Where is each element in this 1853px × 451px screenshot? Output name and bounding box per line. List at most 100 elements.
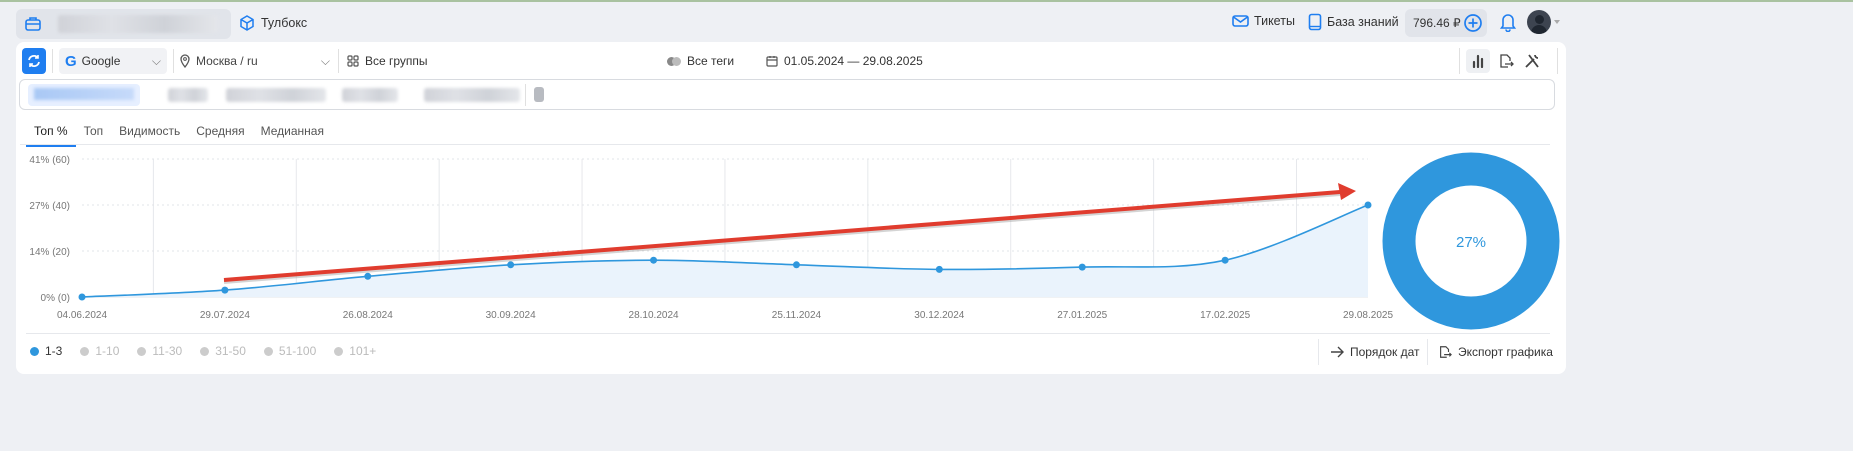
refresh-button[interactable]: [22, 48, 46, 74]
data-point: [221, 286, 229, 294]
legend-label: 1-10: [95, 344, 120, 358]
date-order-button[interactable]: Порядок дат: [1330, 345, 1420, 359]
file-export-icon: [1440, 346, 1452, 358]
series-area: [82, 205, 1368, 297]
x-tick-label: 25.11.2024: [772, 310, 822, 321]
knowledge-base-label: База знаний: [1327, 15, 1399, 29]
bell-icon[interactable]: [1499, 12, 1517, 32]
data-point: [1078, 263, 1086, 271]
add-funds-icon[interactable]: [1463, 13, 1483, 33]
tab-visibility[interactable]: Видимость: [119, 124, 181, 138]
balance-box: 796.46 ₽: [1405, 9, 1487, 37]
data-point: [650, 256, 658, 264]
chip[interactable]: [168, 88, 208, 102]
legend-item[interactable]: 1-10: [80, 344, 119, 358]
arrow-right-icon: [1331, 346, 1344, 358]
file-export-icon: [1500, 54, 1514, 68]
date-range-picker[interactable]: 01.05.2024 — 29.08.2025: [766, 54, 923, 68]
export-chart-label: Экспорт графика: [1458, 345, 1553, 359]
donut-label: 27%: [1456, 234, 1486, 251]
legend-label: 51-100: [278, 344, 317, 358]
x-tick-label: 28.10.2024: [629, 310, 679, 321]
tags-icon: [667, 56, 681, 66]
x-tick-label: 27.01.2025: [1057, 310, 1107, 321]
legend-item[interactable]: 101+: [334, 344, 376, 358]
legend-dot: [334, 346, 344, 356]
avatar[interactable]: [1527, 10, 1551, 34]
chip[interactable]: [424, 88, 520, 102]
legend-label: 1-3: [45, 344, 63, 358]
series-line: [81, 204, 1369, 298]
chip[interactable]: [342, 88, 398, 102]
legend-dot: [80, 346, 90, 356]
date-order-label: Порядок дат: [1350, 345, 1420, 359]
avatar-chevron-icon[interactable]: [1554, 20, 1560, 27]
y-tick-label: 27% (40): [29, 201, 70, 212]
tickets-label: Тикеты: [1254, 14, 1295, 28]
chip[interactable]: [226, 88, 326, 102]
y-tick-label: 41% (60): [29, 155, 70, 166]
legend-label: 101+: [349, 344, 377, 358]
cube-icon: [240, 15, 254, 31]
book-icon: [1308, 13, 1322, 31]
project-selector[interactable]: [16, 9, 231, 39]
data-point: [364, 272, 372, 280]
tickets-link[interactable]: Тикеты: [1232, 14, 1295, 28]
donut-chart: [1382, 152, 1560, 330]
trend-arrow: [223, 190, 1341, 282]
groups-value: Все группы: [365, 54, 428, 68]
legend: 1-3 1-10 11-30 31-50 51-100 101+: [30, 344, 376, 358]
tags-value: Все теги: [687, 54, 735, 68]
data-point: [78, 293, 86, 301]
knowledge-base-link[interactable]: База знаний: [1308, 13, 1399, 31]
date-range-value: 01.05.2024 — 29.08.2025: [784, 54, 923, 68]
toolbox-link[interactable]: Тулбокс: [238, 14, 307, 32]
chip-active[interactable]: [28, 84, 140, 106]
bar-chart-icon: [1472, 54, 1484, 68]
tab-median[interactable]: Медианная: [260, 124, 324, 138]
metric-tabs: Топ % Топ Видимость Средняя Медианная: [26, 120, 332, 147]
tools-icon: [1525, 54, 1539, 68]
x-tick-label: 29.08.2025: [1343, 310, 1393, 321]
tab-top[interactable]: Топ: [83, 124, 104, 138]
x-tick-label: 26.08.2024: [343, 310, 393, 321]
engine-value: Google: [81, 54, 121, 68]
legend-dot: [200, 346, 210, 356]
legend-item[interactable]: 51-100: [263, 344, 317, 358]
refresh-icon: [28, 55, 40, 67]
briefcase-icon: [25, 17, 41, 31]
location-pin-icon: [180, 54, 190, 68]
chart-view-button[interactable]: [1466, 49, 1490, 73]
x-tick-label: 29.07.2024: [200, 310, 250, 321]
positions-chart: 0% (0) 14% (20) 27% (40) 41% (60) 04.06.2024…: [29, 152, 1560, 330]
clipboard-icon[interactable]: [534, 87, 544, 102]
toolbox-label: Тулбокс: [261, 16, 308, 30]
legend-item[interactable]: 1-3: [30, 344, 62, 358]
legend-dot: [30, 346, 39, 356]
x-tick-label: 17.02.2025: [1200, 310, 1250, 321]
data-point: [507, 261, 515, 269]
balance-value: 796.46 ₽: [1413, 16, 1461, 30]
tab-average[interactable]: Средняя: [196, 124, 245, 138]
tags-filter[interactable]: Все теги: [667, 54, 734, 68]
data-point: [1221, 256, 1229, 264]
tab-top-percent[interactable]: Топ %: [26, 120, 76, 147]
legend-label: 11-30: [152, 344, 183, 358]
export-chart-button[interactable]: Экспорт графика: [1438, 344, 1553, 360]
region-value: Москва / ru: [196, 54, 258, 68]
region-select[interactable]: Москва / ru ⌵: [180, 54, 330, 69]
engine-select[interactable]: G Google ⌵: [59, 48, 167, 74]
filter-bar: G Google ⌵ Москва / ru ⌵ Все группы: [22, 47, 428, 75]
chevron-down-icon: ⌵: [320, 53, 330, 68]
mail-icon: [1232, 15, 1249, 27]
legend-item[interactable]: 31-50: [200, 344, 246, 358]
chevron-down-icon: ⌵: [151, 53, 161, 68]
groups-filter[interactable]: Все группы: [347, 54, 428, 68]
tools-button[interactable]: [1520, 49, 1544, 73]
legend-item[interactable]: 11-30: [137, 344, 182, 358]
keyword-chips-bar: [19, 79, 1555, 110]
legend-dot: [263, 346, 273, 356]
y-tick-label: 0% (0): [41, 293, 70, 304]
data-point: [792, 261, 800, 269]
export-button[interactable]: [1494, 49, 1518, 73]
